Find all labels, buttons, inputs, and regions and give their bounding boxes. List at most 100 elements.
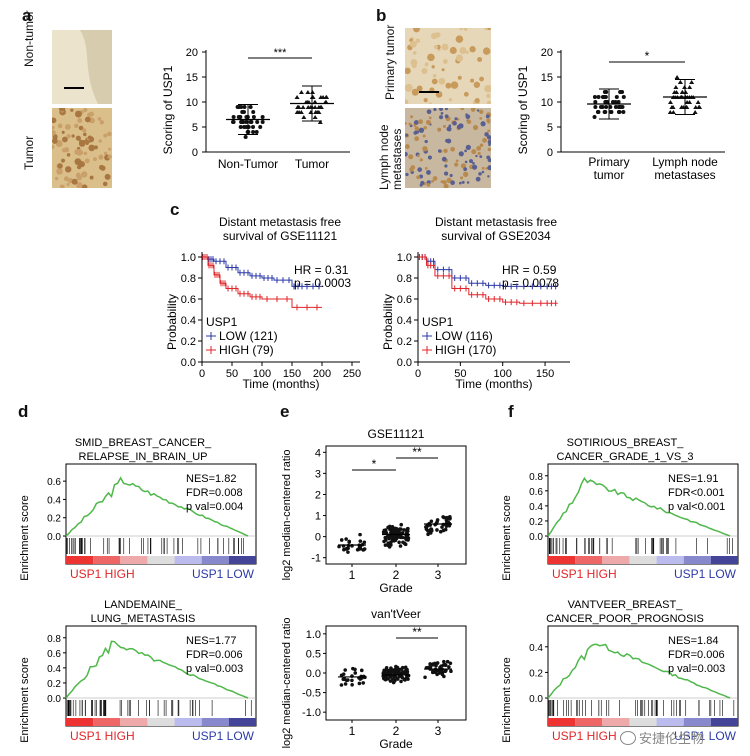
cell [469, 159, 473, 164]
y-tick-label: 5 [547, 122, 553, 134]
data-point [260, 115, 265, 119]
data-point [382, 539, 386, 544]
cell [472, 165, 475, 169]
data-point [621, 95, 626, 99]
cell [438, 77, 446, 85]
data-point [672, 90, 678, 94]
cell [63, 147, 70, 153]
ylabel-a: Scoring of USP1 [161, 65, 175, 154]
cell [460, 176, 464, 180]
cell [71, 178, 78, 185]
panel-label-f: f [508, 402, 514, 421]
data-point [260, 120, 265, 124]
watermark-text: 安捷伦生物 [639, 731, 705, 746]
cat-b-2b: metastases [654, 168, 715, 182]
cell [464, 149, 467, 153]
cell [433, 107, 437, 112]
data-point [350, 678, 354, 683]
cell [65, 166, 72, 173]
cell [433, 44, 439, 50]
cell [409, 167, 414, 172]
cell [469, 46, 476, 53]
cell [64, 123, 71, 130]
wechat-icon [620, 730, 636, 745]
cell [455, 54, 464, 62]
cell [446, 126, 452, 132]
y-tick-label: 1.0 [181, 252, 196, 264]
cell [78, 140, 86, 147]
data-point [403, 678, 407, 682]
cell [432, 176, 438, 181]
enrichment-curve [65, 476, 249, 537]
cell [71, 134, 75, 138]
data-point [683, 90, 689, 94]
data-point [438, 529, 443, 534]
sig-a: *** [274, 47, 288, 59]
data-point [695, 100, 701, 104]
data-point [592, 115, 597, 119]
x-tick-label: 100 [253, 368, 271, 380]
data-point [343, 668, 347, 672]
cell [477, 57, 483, 62]
data-point [339, 683, 344, 687]
cell [409, 40, 417, 48]
cell [459, 46, 467, 54]
data-point [442, 515, 446, 520]
data-point [603, 110, 608, 114]
x-tick-label: 100 [494, 368, 512, 380]
data-point [677, 80, 683, 84]
km-right-hr: HR = 0.59 [502, 263, 557, 277]
data-point [387, 536, 391, 541]
cell [61, 130, 65, 134]
cell [51, 125, 55, 130]
gsea-title-2: CANCER_GRADE_1_VS_3 [557, 451, 694, 463]
km-right-xlabel: Time (months) [456, 377, 533, 391]
y-tick-label: 0.4 [397, 315, 412, 327]
data-point [400, 535, 405, 540]
data-point [423, 675, 427, 680]
cat-a-1: Non-Tumor [218, 157, 278, 171]
dotplot-ylabel: log2 median-centered ratio [281, 450, 293, 581]
data-point [308, 110, 314, 114]
y-tick-label: 0.8 [529, 472, 543, 483]
cell [481, 166, 485, 170]
nes-label: NES=1.84 [668, 635, 718, 647]
fdr-label: FDR=0.006 [186, 649, 243, 661]
data-point [301, 115, 307, 119]
data-point [255, 120, 260, 124]
nes-label: NES=1.91 [668, 473, 718, 485]
img-label-primary: Primary tumor [383, 24, 397, 100]
rank-gradient [174, 556, 202, 564]
y-tick-label: 0.0 [529, 694, 543, 705]
cell [415, 38, 420, 43]
cell [441, 156, 447, 162]
data-point [313, 110, 319, 114]
cell [472, 124, 479, 131]
gsea-title-2: CANCER_POOR_PROGNOSIS [546, 613, 704, 625]
cell [464, 160, 468, 164]
rank-gradient [228, 556, 256, 564]
usp1-low-label: USP1 LOW [674, 729, 737, 743]
data-point [441, 663, 446, 667]
y-tick-label: -1.0 [302, 707, 321, 719]
data-point [444, 524, 449, 528]
cell [87, 135, 92, 140]
km-left-p: p = 0.0003 [294, 276, 351, 290]
cell [74, 158, 82, 166]
cell [424, 167, 428, 170]
cell [74, 110, 82, 118]
rank-gradient [201, 556, 229, 564]
dotplot-ylabel: log2 median-centered ratio [281, 618, 293, 749]
cell [449, 46, 457, 54]
data-point [310, 90, 316, 94]
cell [486, 118, 491, 123]
km-left-low-line [202, 256, 322, 287]
data-point [429, 519, 434, 524]
gsea-title-1: VANTVEER_BREAST_ [568, 599, 684, 611]
km-right-legend-low: LOW (116) [435, 329, 493, 343]
rank-gradient [602, 556, 630, 564]
gsea-title-2: RELAPSE_IN_BRAIN_UP [79, 451, 208, 463]
km-left-ylabel: Probability [165, 294, 179, 350]
cell [454, 117, 458, 121]
cat-b-1b: tumor [594, 168, 625, 182]
